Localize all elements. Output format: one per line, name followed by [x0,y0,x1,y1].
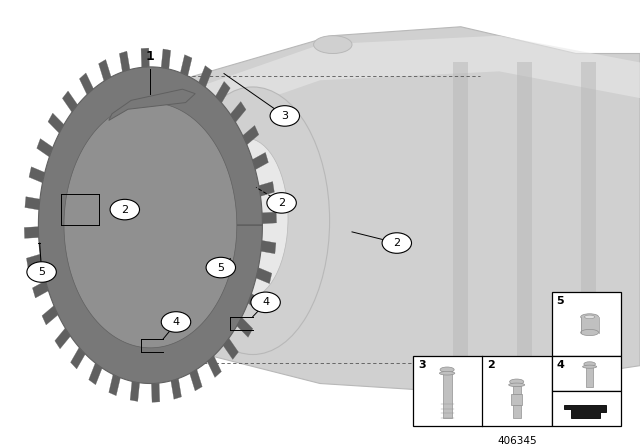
Circle shape [267,193,296,213]
Bar [453,62,468,366]
Circle shape [251,292,280,313]
Text: 2: 2 [487,360,495,370]
Polygon shape [29,167,45,183]
Text: 3: 3 [418,360,426,370]
Bar [513,405,520,418]
Text: 2: 2 [393,238,401,248]
Ellipse shape [221,187,259,241]
Bar [443,370,452,418]
Circle shape [270,106,300,126]
Ellipse shape [205,138,288,299]
Polygon shape [48,113,64,133]
Ellipse shape [440,371,455,375]
Polygon shape [252,152,268,170]
Text: 5: 5 [38,267,45,277]
Bar [513,387,520,394]
Text: 2: 2 [121,205,129,215]
Bar [580,317,598,332]
Circle shape [206,257,236,278]
Bar [552,356,621,391]
Polygon shape [223,338,239,359]
Ellipse shape [176,87,330,354]
Polygon shape [179,27,640,392]
Polygon shape [189,369,202,391]
Text: 4: 4 [262,297,269,307]
Polygon shape [55,328,70,349]
Circle shape [110,199,140,220]
Polygon shape [152,383,160,402]
Ellipse shape [314,36,352,53]
Polygon shape [180,55,192,76]
Polygon shape [79,73,93,95]
Polygon shape [109,89,195,121]
Polygon shape [38,67,262,383]
Polygon shape [130,381,140,401]
Ellipse shape [584,362,595,366]
Bar [511,394,522,405]
Circle shape [27,262,56,282]
Polygon shape [26,254,42,269]
Text: 4: 4 [172,317,180,327]
Polygon shape [207,356,221,377]
Polygon shape [64,103,237,348]
Polygon shape [198,66,212,87]
Circle shape [161,312,191,332]
Polygon shape [237,317,253,337]
Polygon shape [62,91,77,112]
Polygon shape [230,102,246,122]
Polygon shape [262,212,276,224]
Bar [552,391,621,426]
Text: 5: 5 [557,296,564,306]
Ellipse shape [509,379,524,384]
Polygon shape [141,48,149,67]
Text: 5: 5 [218,263,224,272]
Bar [581,62,596,366]
Polygon shape [216,82,230,103]
Text: 1: 1 [146,50,155,63]
Polygon shape [25,197,40,210]
Polygon shape [192,36,640,125]
Ellipse shape [580,314,598,320]
Polygon shape [120,51,130,72]
Polygon shape [243,125,259,145]
Ellipse shape [440,367,454,372]
Text: 406345: 406345 [497,435,536,446]
Polygon shape [24,227,38,238]
Bar [413,356,552,426]
Ellipse shape [509,383,525,387]
Ellipse shape [582,365,596,368]
Polygon shape [99,60,111,81]
Polygon shape [171,379,181,399]
Text: 2: 2 [278,198,285,208]
Polygon shape [33,281,49,298]
Ellipse shape [584,315,595,319]
Polygon shape [261,241,276,254]
Polygon shape [70,348,85,369]
Polygon shape [42,306,58,325]
Bar [586,364,593,387]
Polygon shape [564,405,606,418]
Polygon shape [256,267,272,284]
Polygon shape [259,181,275,196]
Polygon shape [248,293,264,312]
Polygon shape [109,375,120,396]
Circle shape [382,233,412,253]
Bar [517,62,532,366]
Text: 3: 3 [282,111,288,121]
Polygon shape [36,138,53,157]
Polygon shape [161,49,171,69]
Bar [552,292,621,356]
Polygon shape [89,363,102,385]
Ellipse shape [580,329,598,336]
Text: 4: 4 [557,360,564,370]
